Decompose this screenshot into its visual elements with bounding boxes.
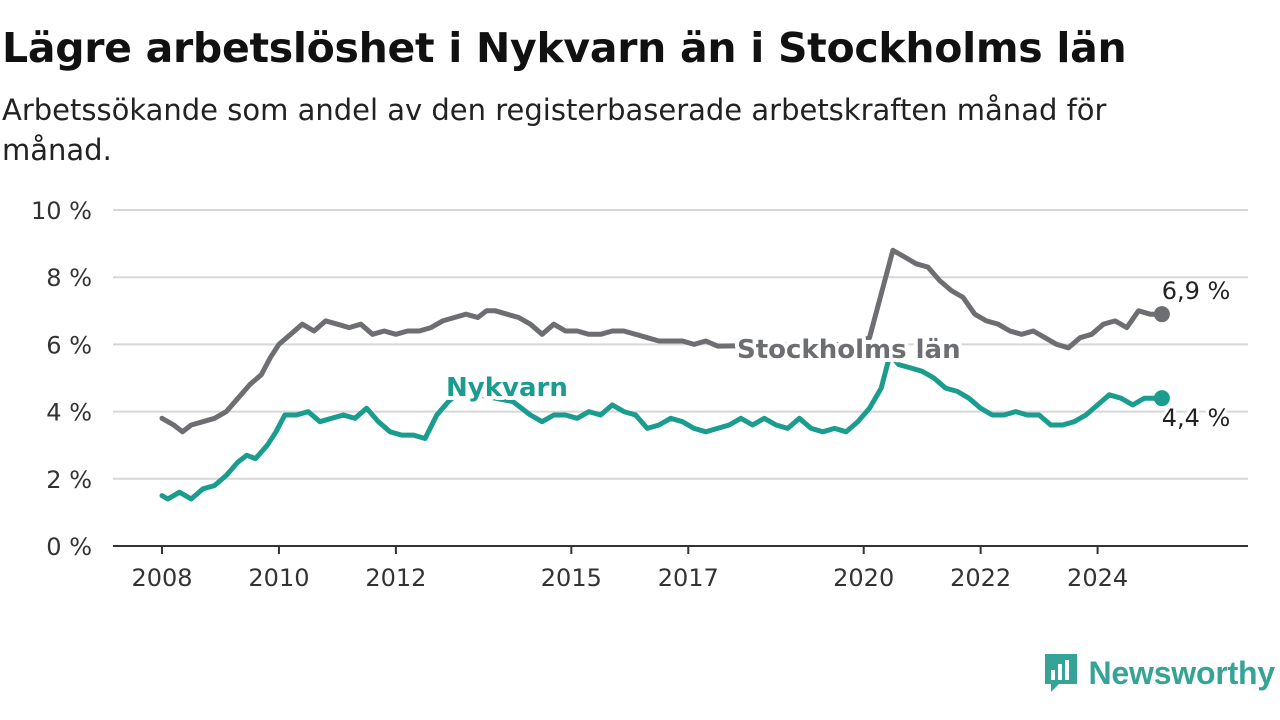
x-tick-label: 2022: [950, 564, 1011, 592]
y-tick-label: 6 %: [46, 331, 92, 359]
grid-lines: [113, 209, 1248, 480]
x-axis: 2008 2010 2012 2015 2017 2020 2022 2024: [113, 545, 1248, 592]
end-point-marker: [1153, 306, 1170, 323]
end-value-label-stockholms-lan: 6,9 %: [1162, 277, 1231, 305]
y-tick-label: 2 %: [46, 466, 92, 494]
x-tick-label: 2017: [658, 564, 719, 592]
y-tick-label: 4 %: [46, 399, 92, 427]
end-value-label-nykvarn: 4,4 %: [1162, 404, 1231, 432]
series-lines: [159, 247, 1170, 502]
end-point-marker: [1153, 390, 1170, 407]
x-tick-label: 2010: [248, 564, 309, 592]
x-tick-label: 2015: [541, 564, 602, 592]
y-tick-label: 10 %: [31, 197, 92, 225]
y-tick-label: 8 %: [46, 264, 92, 292]
x-tick-label: 2008: [131, 564, 192, 592]
x-tick-label: 2012: [365, 564, 426, 592]
series-labels: Stockholms län Nykvarn 6,9 % 4,4 %: [442, 274, 1233, 435]
x-tick-label: 2024: [1067, 564, 1128, 592]
chart-title: Lägre arbetslöshet i Nykvarn än i Stockh…: [2, 24, 1127, 72]
y-axis-tick-labels: 0 % 2 % 4 % 6 % 8 % 10 %: [31, 197, 92, 561]
series-label-stockholms-lan: Stockholms län: [737, 335, 961, 365]
newsworthy-logo: Newsworthy: [1043, 650, 1276, 696]
series-label-nykvarn: Nykvarn: [446, 373, 568, 403]
x-tick-label: 2020: [833, 564, 894, 592]
series-line-stockholms-lan: [159, 247, 1165, 435]
series-line-nykvarn: [159, 352, 1165, 502]
brand-name: Newsworthy: [1088, 654, 1276, 691]
y-tick-label: 0 %: [46, 533, 92, 561]
bar-chart-badge-icon: [1044, 654, 1077, 692]
chart-subtitle: Arbetssökande som andel av den registerb…: [2, 93, 1107, 167]
